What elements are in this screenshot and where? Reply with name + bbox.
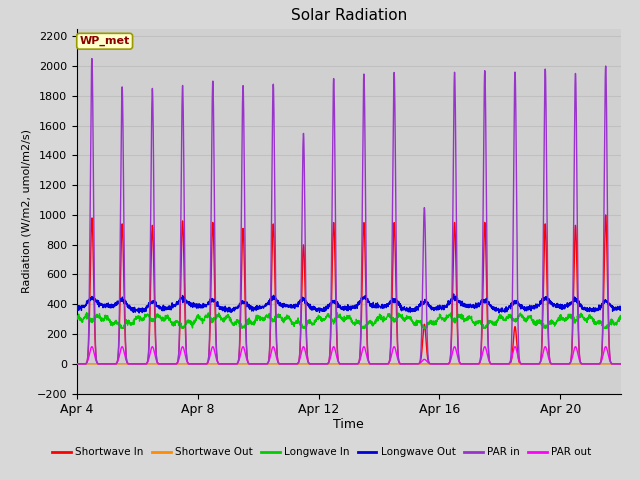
Longwave In xyxy=(118,325,125,331)
PAR in xyxy=(159,361,166,367)
Shortwave In xyxy=(602,212,609,218)
Line: PAR in: PAR in xyxy=(77,59,621,364)
Longwave Out xyxy=(450,291,458,297)
Longwave In xyxy=(194,313,202,319)
Line: PAR out: PAR out xyxy=(77,347,621,364)
Shortwave Out xyxy=(617,361,625,367)
PAR in xyxy=(271,149,278,155)
PAR in xyxy=(126,361,134,367)
Shortwave Out xyxy=(547,361,554,367)
PAR in xyxy=(617,361,625,367)
PAR in xyxy=(194,361,202,367)
Longwave Out xyxy=(366,303,374,309)
PAR out xyxy=(617,361,625,367)
Shortwave In xyxy=(125,361,133,367)
Shortwave Out xyxy=(159,361,166,367)
PAR in xyxy=(366,361,374,367)
PAR out xyxy=(73,361,81,367)
Line: Longwave In: Longwave In xyxy=(77,312,621,328)
PAR in xyxy=(547,360,554,366)
Longwave Out xyxy=(73,303,81,309)
PAR out xyxy=(366,361,374,367)
Longwave In xyxy=(73,313,81,319)
Longwave Out xyxy=(135,310,143,316)
Shortwave In xyxy=(270,240,278,246)
Longwave In xyxy=(83,310,90,315)
Line: Longwave Out: Longwave Out xyxy=(77,294,621,313)
Longwave In xyxy=(367,318,374,324)
PAR out xyxy=(271,346,278,351)
Longwave Out xyxy=(159,306,166,312)
Longwave In xyxy=(126,321,134,326)
Line: Shortwave In: Shortwave In xyxy=(77,215,621,364)
Y-axis label: Radiation (W/m2, umol/m2/s): Radiation (W/m2, umol/m2/s) xyxy=(21,129,31,293)
Shortwave Out xyxy=(73,361,81,367)
PAR out xyxy=(159,361,166,367)
Shortwave In xyxy=(366,361,374,367)
Shortwave In xyxy=(617,361,625,367)
PAR out xyxy=(88,344,96,349)
Longwave In xyxy=(159,317,166,323)
PAR in xyxy=(73,361,81,367)
Shortwave In xyxy=(193,361,201,367)
Shortwave In xyxy=(159,361,166,367)
PAR in xyxy=(88,56,96,61)
Longwave In xyxy=(271,316,278,322)
Longwave Out xyxy=(271,295,278,300)
Longwave Out xyxy=(194,302,202,308)
PAR out xyxy=(547,360,554,366)
X-axis label: Time: Time xyxy=(333,418,364,431)
Shortwave Out xyxy=(193,361,201,367)
PAR out xyxy=(194,361,202,367)
Longwave Out xyxy=(125,302,133,308)
Longwave In xyxy=(547,319,555,325)
Legend: Shortwave In, Shortwave Out, Longwave In, Longwave Out, PAR in, PAR out: Shortwave In, Shortwave Out, Longwave In… xyxy=(48,443,595,461)
Title: Solar Radiation: Solar Radiation xyxy=(291,9,407,24)
Shortwave Out xyxy=(366,361,374,367)
Text: WP_met: WP_met xyxy=(79,36,130,47)
Shortwave In xyxy=(73,361,81,367)
Longwave Out xyxy=(617,304,625,310)
Longwave Out xyxy=(547,300,555,306)
Shortwave Out xyxy=(270,361,278,367)
Shortwave Out xyxy=(125,361,133,367)
PAR out xyxy=(126,361,134,367)
Shortwave In xyxy=(547,360,554,366)
Longwave In xyxy=(617,314,625,320)
